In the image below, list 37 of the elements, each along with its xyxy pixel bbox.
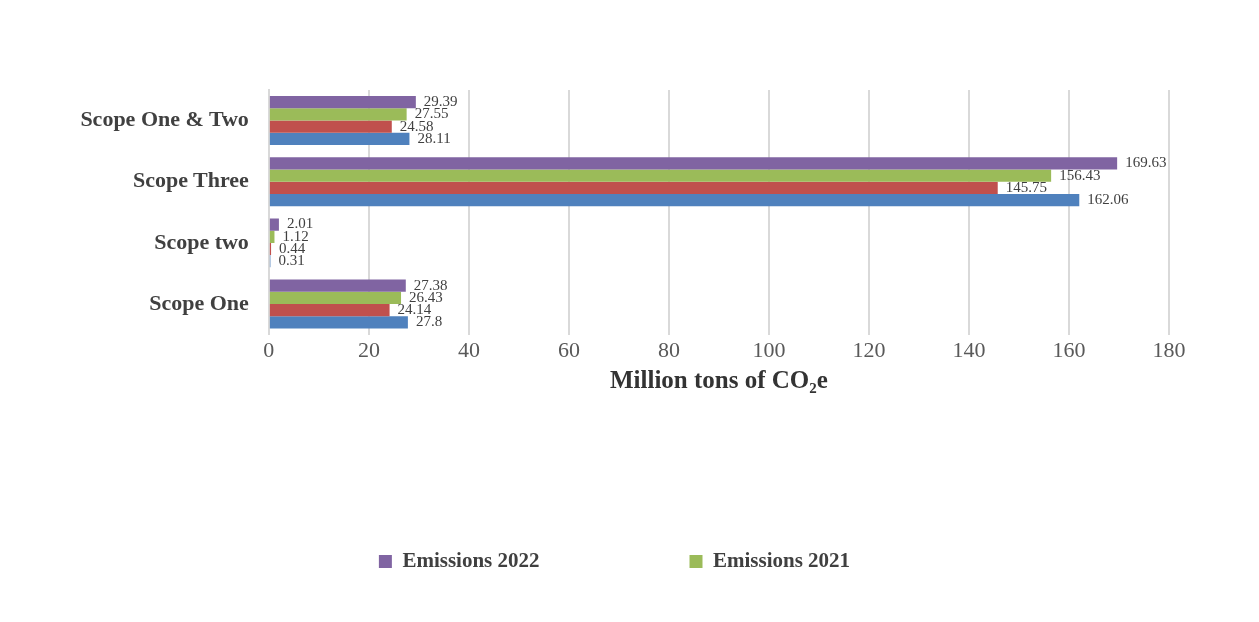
bar (269, 132, 410, 146)
bar (269, 316, 408, 329)
x-tick-label: 80 (657, 336, 680, 362)
bar (269, 291, 402, 305)
x-tick-label: 20 (357, 336, 380, 362)
bar (269, 157, 1118, 170)
bar (269, 169, 1052, 182)
y-tick-label: Scope One (149, 289, 250, 315)
bar (269, 304, 390, 317)
x-tick-label: 40 (457, 336, 480, 362)
bar (269, 193, 1080, 207)
data-label: 0.31 (278, 252, 305, 269)
bar (269, 96, 416, 109)
x-tick-label: 60 (557, 336, 580, 362)
bar (269, 181, 998, 194)
data-label: 27.38 (413, 276, 448, 293)
x-tick-label: 180 (1152, 336, 1186, 362)
x-tick-label: 100 (752, 336, 786, 362)
x-tick-label: 0 (263, 336, 275, 362)
bar (269, 120, 392, 133)
x-tick-label: 140 (952, 336, 986, 362)
y-tick-label: Scope One & Two (80, 106, 249, 132)
y-tick-label: Scope Three (132, 167, 250, 193)
bar (269, 279, 406, 292)
data-label: 145.75 (1005, 178, 1047, 195)
data-label: 27.8 (415, 313, 443, 330)
data-label: 156.43 (1059, 166, 1101, 183)
bar (269, 218, 279, 231)
x-tick-label: 160 (1052, 336, 1086, 362)
data-label: 169.63 (1125, 154, 1167, 171)
legend-label: Emissions 2021 (713, 547, 851, 572)
data-label: 162.06 (1087, 191, 1130, 208)
y-tick-label: Scope two (154, 228, 249, 254)
bar (269, 108, 407, 121)
x-axis-title: Million tons of CO₂e (609, 366, 828, 394)
legend-label: Emissions 2022 (402, 547, 540, 572)
x-tick-label: 120 (852, 336, 886, 362)
